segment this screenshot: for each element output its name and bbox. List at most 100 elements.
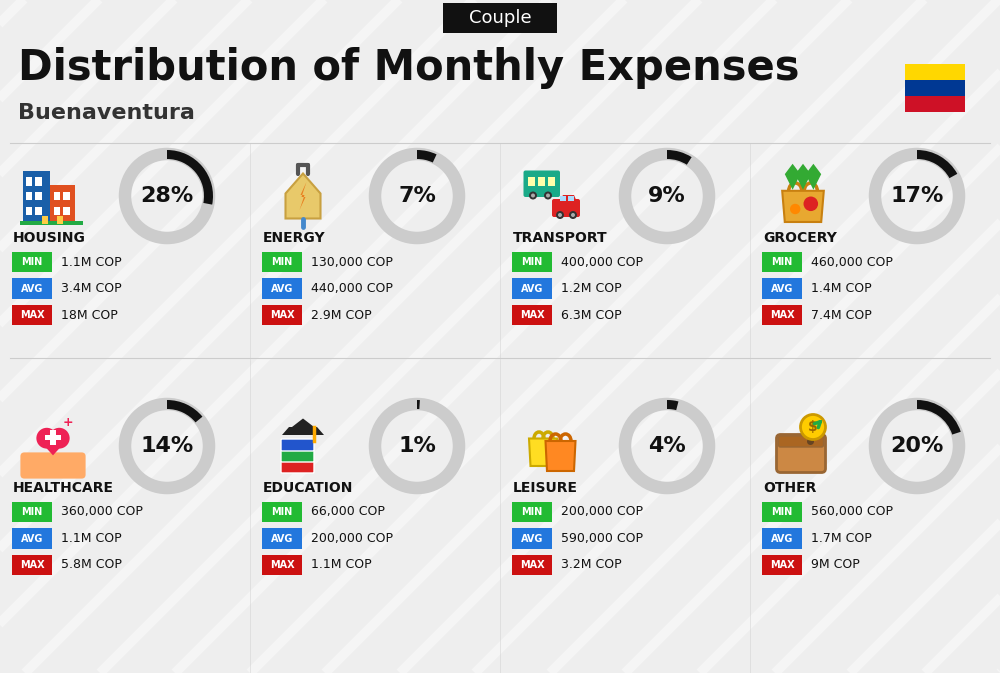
- Text: Distribution of Monthly Expenses: Distribution of Monthly Expenses: [18, 47, 800, 89]
- Text: MAX: MAX: [770, 560, 794, 570]
- FancyBboxPatch shape: [512, 555, 552, 575]
- Circle shape: [571, 213, 575, 217]
- Wedge shape: [917, 400, 961, 435]
- FancyBboxPatch shape: [12, 278, 52, 299]
- FancyBboxPatch shape: [762, 278, 802, 299]
- Text: 560,000 COP: 560,000 COP: [811, 505, 893, 518]
- FancyBboxPatch shape: [23, 171, 50, 223]
- Wedge shape: [167, 400, 202, 423]
- FancyBboxPatch shape: [762, 305, 802, 325]
- FancyBboxPatch shape: [905, 64, 965, 80]
- Text: 7.4M COP: 7.4M COP: [811, 308, 872, 322]
- FancyBboxPatch shape: [762, 528, 802, 548]
- Text: LEISURE: LEISURE: [513, 481, 578, 495]
- Text: HEALTHCARE: HEALTHCARE: [13, 481, 114, 495]
- FancyBboxPatch shape: [512, 528, 552, 548]
- Text: +: +: [62, 416, 73, 429]
- FancyBboxPatch shape: [20, 452, 86, 479]
- Text: MIN: MIN: [771, 257, 793, 267]
- Circle shape: [556, 211, 564, 219]
- FancyBboxPatch shape: [20, 221, 83, 225]
- Text: EDUCATION: EDUCATION: [263, 481, 353, 495]
- Text: $: $: [808, 420, 818, 434]
- FancyBboxPatch shape: [560, 196, 566, 201]
- Polygon shape: [795, 164, 811, 190]
- Text: 17%: 17%: [890, 186, 944, 206]
- Text: AVG: AVG: [271, 534, 293, 544]
- FancyBboxPatch shape: [528, 177, 535, 186]
- Circle shape: [36, 428, 57, 449]
- FancyBboxPatch shape: [54, 207, 60, 215]
- Text: ENERGY: ENERGY: [263, 231, 326, 245]
- FancyBboxPatch shape: [35, 192, 42, 201]
- Polygon shape: [37, 438, 69, 456]
- Circle shape: [531, 194, 535, 197]
- FancyBboxPatch shape: [262, 555, 302, 575]
- Circle shape: [804, 197, 818, 211]
- FancyBboxPatch shape: [512, 305, 552, 325]
- Text: MIN: MIN: [21, 507, 43, 517]
- Text: 130,000 COP: 130,000 COP: [311, 256, 393, 269]
- Text: 4%: 4%: [648, 436, 686, 456]
- Text: 200,000 COP: 200,000 COP: [561, 505, 643, 518]
- Wedge shape: [417, 400, 420, 409]
- FancyBboxPatch shape: [512, 502, 552, 522]
- Text: AVG: AVG: [271, 283, 293, 293]
- FancyBboxPatch shape: [262, 528, 302, 548]
- Text: MIN: MIN: [521, 507, 543, 517]
- Circle shape: [558, 213, 562, 217]
- Text: AVG: AVG: [771, 283, 793, 293]
- FancyBboxPatch shape: [63, 207, 70, 215]
- Text: 1%: 1%: [398, 436, 436, 456]
- FancyBboxPatch shape: [12, 252, 52, 273]
- Wedge shape: [917, 150, 957, 178]
- Polygon shape: [529, 439, 557, 466]
- Polygon shape: [806, 164, 821, 190]
- FancyBboxPatch shape: [538, 177, 544, 186]
- Polygon shape: [282, 427, 324, 435]
- Wedge shape: [167, 150, 213, 205]
- Circle shape: [790, 204, 800, 214]
- Text: MAX: MAX: [770, 310, 794, 320]
- FancyBboxPatch shape: [26, 192, 32, 201]
- Text: 18M COP: 18M COP: [61, 308, 118, 322]
- FancyBboxPatch shape: [35, 207, 42, 215]
- FancyBboxPatch shape: [35, 177, 42, 186]
- Text: Buenaventura: Buenaventura: [18, 103, 195, 123]
- Wedge shape: [667, 150, 692, 165]
- Text: OTHER: OTHER: [763, 481, 816, 495]
- FancyBboxPatch shape: [512, 252, 552, 273]
- Text: MAX: MAX: [20, 560, 44, 570]
- FancyBboxPatch shape: [568, 196, 574, 201]
- FancyBboxPatch shape: [54, 192, 60, 201]
- Text: 2.9M COP: 2.9M COP: [311, 308, 372, 322]
- Polygon shape: [286, 174, 320, 219]
- FancyBboxPatch shape: [778, 436, 824, 447]
- Circle shape: [546, 194, 550, 197]
- FancyBboxPatch shape: [776, 435, 825, 472]
- FancyBboxPatch shape: [26, 207, 32, 215]
- FancyBboxPatch shape: [281, 461, 314, 473]
- FancyBboxPatch shape: [26, 177, 32, 186]
- Circle shape: [49, 428, 70, 449]
- Polygon shape: [292, 419, 314, 435]
- Polygon shape: [785, 164, 800, 190]
- Text: 3.4M COP: 3.4M COP: [61, 282, 122, 295]
- FancyBboxPatch shape: [262, 278, 302, 299]
- Text: 14%: 14%: [140, 436, 194, 456]
- Text: 7%: 7%: [398, 186, 436, 206]
- FancyBboxPatch shape: [281, 450, 314, 462]
- Text: 1.1M COP: 1.1M COP: [61, 532, 122, 545]
- Text: 1.1M COP: 1.1M COP: [61, 256, 122, 269]
- FancyBboxPatch shape: [262, 252, 302, 273]
- Circle shape: [544, 192, 552, 199]
- Text: MAX: MAX: [270, 560, 294, 570]
- Text: MAX: MAX: [520, 560, 544, 570]
- FancyBboxPatch shape: [905, 96, 965, 112]
- Polygon shape: [559, 195, 577, 202]
- Text: MIN: MIN: [21, 257, 43, 267]
- Text: GROCERY: GROCERY: [763, 231, 837, 245]
- FancyBboxPatch shape: [762, 252, 802, 273]
- Text: MIN: MIN: [271, 257, 293, 267]
- Text: 200,000 COP: 200,000 COP: [311, 532, 393, 545]
